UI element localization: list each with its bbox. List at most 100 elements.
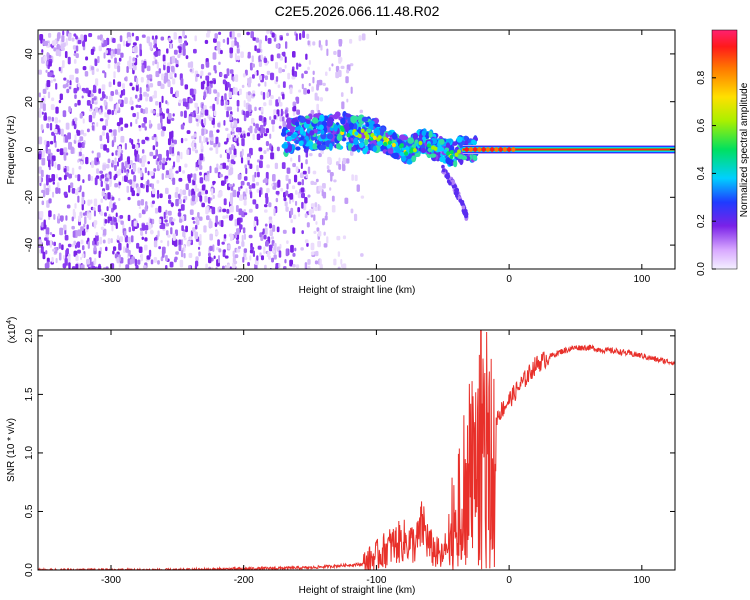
heatmap-noise-cell (205, 189, 208, 195)
heatmap-noise-cell (165, 187, 169, 195)
heatmap-noise-cell (242, 110, 246, 116)
heatmap-noise-cell (112, 250, 115, 255)
heatmap-noise-cell (175, 198, 179, 207)
heatmap-noise-cell (260, 48, 263, 53)
heatmap-signal-cell (299, 116, 306, 124)
heatmap-noise-cell (133, 174, 137, 182)
carrier-onset-cell (507, 147, 512, 152)
heatmap-noise-cell (115, 150, 118, 156)
heatmap-noise-cell (145, 184, 149, 193)
heatmap-noise-cell (151, 135, 155, 141)
heatmap-noise-cell (227, 159, 230, 163)
heatmap-noise-cell (90, 48, 95, 56)
snr-multiplier-base: (x10 (7, 323, 18, 343)
heatmap-noise-cell (232, 76, 235, 82)
heatmap-noise-cell (183, 110, 187, 119)
heatmap-noise-cell (298, 89, 302, 93)
spectrogram-x-axis-label: Height of straight line (km) (299, 285, 416, 296)
heatmap-noise-cell (239, 224, 243, 230)
heatmap-signal-cell (372, 145, 377, 153)
heatmap-noise-cell (207, 252, 211, 257)
heatmap-noise-cell (144, 107, 148, 114)
heatmap-noise-cell (256, 69, 259, 76)
heatmap-noise-cell (138, 206, 141, 210)
heatmap-noise-cell (191, 194, 196, 202)
heatmap-noise-cell (117, 65, 121, 73)
heatmap-noise-cell (68, 173, 73, 179)
heatmap-noise-cell (216, 97, 219, 105)
heatmap-noise-cell (212, 194, 215, 199)
heatmap-noise-cell (71, 243, 74, 248)
heatmap-noise-cell (74, 102, 78, 107)
heatmap-noise-cell (141, 149, 145, 154)
heatmap-noise-cell (116, 161, 119, 167)
heatmap-noise-cell (163, 61, 166, 66)
heatmap-noise-cell (189, 209, 194, 215)
heatmap-noise-cell (157, 80, 162, 87)
heatmap-peak-cell (365, 134, 370, 139)
heatmap-noise-cell (111, 224, 114, 232)
heatmap-noise-cell (137, 259, 141, 265)
spectrogram-y-tick-label: 20 (24, 96, 35, 108)
heatmap-noise-cell (200, 63, 205, 70)
heatmap-noise-cell (122, 176, 125, 182)
heatmap-noise-cell (340, 92, 344, 97)
heatmap-noise-cell (116, 235, 120, 241)
snr-y-multiplier: (x104) (6, 317, 18, 344)
heatmap-noise-cell (44, 237, 48, 241)
heatmap-noise-cell (68, 141, 73, 150)
heatmap-noise-cell (264, 75, 268, 81)
heatmap-noise-cell (349, 63, 354, 67)
heatmap-noise-cell (188, 189, 191, 197)
heatmap-noise-cell (108, 129, 113, 133)
heatmap-noise-cell (57, 213, 60, 219)
heatmap-noise-cell (318, 185, 323, 192)
heatmap-noise-cell (111, 109, 114, 116)
heatmap-noise-cell (93, 220, 98, 226)
heatmap-noise-cell (185, 225, 188, 233)
heatmap-noise-cell (149, 78, 153, 82)
heatmap-noise-cell (130, 106, 134, 111)
heatmap-noise-cell (89, 108, 92, 112)
heatmap-noise-cell (215, 230, 219, 236)
heatmap-noise-cell (108, 216, 113, 221)
heatmap-noise-cell (124, 161, 128, 169)
heatmap-noise-cell (63, 191, 68, 196)
heatmap-noise-cell (206, 80, 210, 87)
heatmap-signal-cell (326, 133, 334, 140)
heatmap-noise-cell (45, 250, 48, 255)
heatmap-noise-cell (77, 82, 81, 88)
heatmap-noise-cell (127, 214, 131, 222)
heatmap-noise-cell (199, 177, 204, 184)
heatmap-noise-cell (331, 63, 334, 67)
snr-x-tick-label: 0 (506, 575, 512, 586)
heatmap-noise-cell (62, 84, 67, 89)
heatmap-noise-cell (301, 178, 305, 186)
heatmap-signal-cell (357, 123, 362, 128)
heatmap-signal-cell (453, 160, 458, 168)
heatmap-noise-cell (47, 116, 52, 120)
heatmap-noise-cell (107, 109, 112, 115)
spectrogram-x-tick-label: -200 (234, 274, 254, 285)
heatmap-noise-cell (264, 227, 268, 235)
heatmap-noise-cell (77, 159, 80, 163)
heatmap-noise-cell (156, 112, 159, 118)
heatmap-noise-cell (307, 166, 311, 175)
heatmap-noise-cell (155, 70, 160, 78)
heatmap-noise-cell (192, 139, 196, 144)
heatmap-noise-cell (141, 139, 146, 145)
heatmap-noise-cell (236, 217, 241, 226)
heatmap-noise-cell (160, 115, 163, 124)
heatmap-noise-cell (113, 71, 116, 79)
heatmap-noise-cell (171, 55, 176, 64)
heatmap-noise-cell (62, 255, 65, 260)
heatmap-noise-cell (171, 146, 175, 154)
heatmap-noise-cell (291, 75, 296, 80)
heatmap-signal-cell (439, 156, 446, 163)
heatmap-noise-cell (74, 50, 77, 54)
heatmap-noise-cell (302, 31, 305, 38)
heatmap-noise-cell (106, 135, 110, 144)
heatmap-noise-cell (237, 245, 241, 249)
heatmap-noise-cell (224, 255, 229, 259)
heatmap-noise-cell (207, 30, 211, 34)
